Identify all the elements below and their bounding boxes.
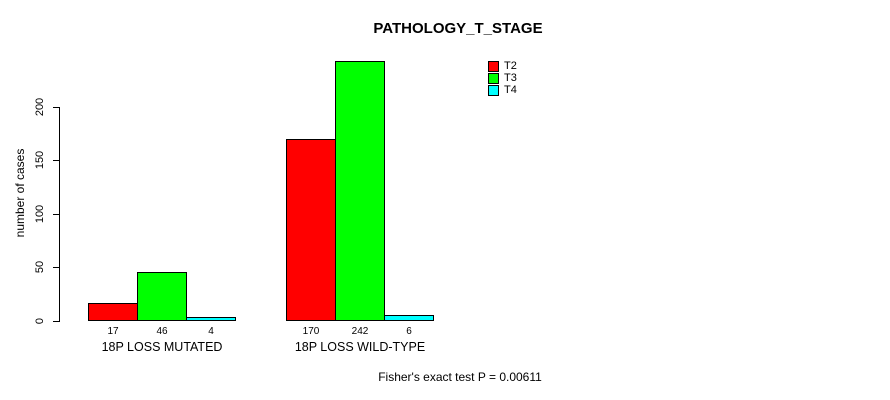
legend-item-t3: T3 [488,73,517,84]
y-axis-tick-label: 150 [34,150,46,170]
bar-value-label: 242 [351,326,369,337]
legend-label: T3 [504,72,517,84]
legend-item-t2: T2 [488,61,517,72]
x-category-label: 18P LOSS MUTATED [101,340,223,354]
bar-value-label: 46 [156,326,168,337]
y-axis-tick [53,321,60,322]
y-axis-tick-label: 100 [34,204,46,224]
legend-swatch-t4 [488,85,499,96]
bar-t4-group1 [186,317,236,321]
bar-value-label: 17 [107,326,119,337]
y-axis-tick-label: 50 [34,260,46,274]
bar-value-label: 4 [208,326,214,337]
bar-value-label: 170 [302,326,320,337]
y-axis-tick [53,160,60,161]
bar-t3-group2 [335,61,385,321]
legend-item-t4: T4 [488,85,517,96]
y-axis-label: number of cases [13,148,27,238]
legend-label: T4 [504,84,517,96]
legend-swatch-t2 [488,61,499,72]
bar-t4-group2 [384,315,434,321]
y-axis-tick [53,107,60,108]
legend-label: T2 [504,60,517,72]
bar-value-label: 6 [406,326,412,337]
bar-t2-group2 [286,139,336,321]
annotation-fisher-test: Fisher's exact test P = 0.00611 [378,370,542,384]
legend: T2 T3 T4 [488,61,517,97]
y-axis-tick-label: 0 [34,317,46,325]
chart-title: PATHOLOGY_T_STAGE [373,20,543,37]
bar-t3-group1 [137,272,187,321]
y-axis-tick [53,267,60,268]
legend-swatch-t3 [488,73,499,84]
y-axis-tick-label: 200 [34,97,46,117]
y-axis-tick [53,214,60,215]
x-category-label: 18P LOSS WILD-TYPE [294,340,426,354]
bar-t2-group1 [88,303,138,321]
